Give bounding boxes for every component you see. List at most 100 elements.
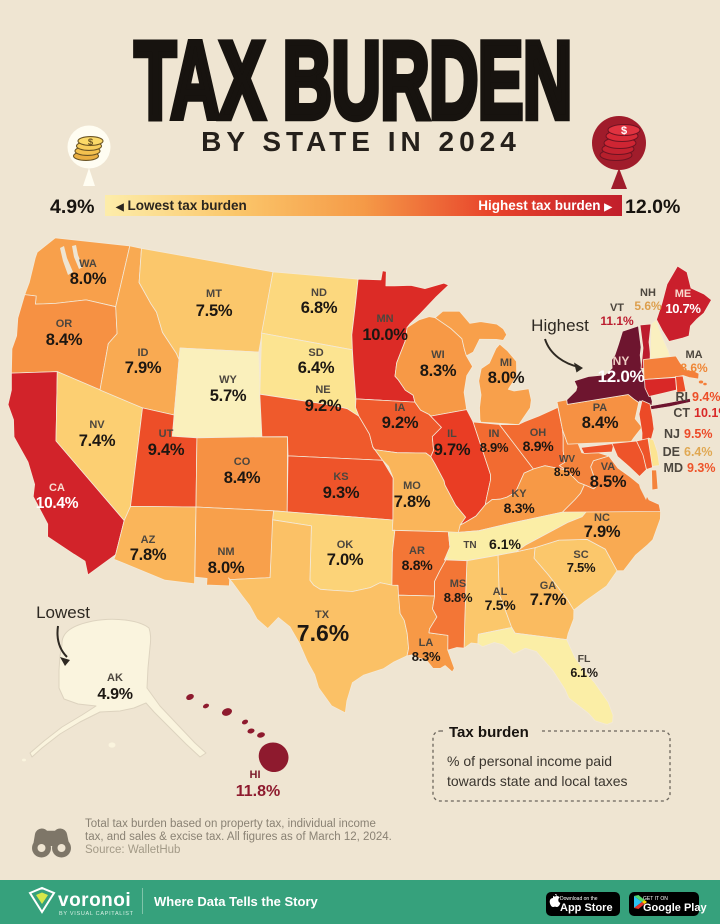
svg-text:Source: WalletHub: Source: WalletHub [85, 844, 180, 856]
svg-text:12.0%: 12.0% [598, 367, 645, 386]
svg-text:MT: MT [206, 288, 222, 300]
svg-text:MN: MN [376, 313, 393, 325]
svg-text:8.8%: 8.8% [444, 590, 473, 605]
svg-text:TAX BURDEN: TAX BURDEN [134, 20, 571, 142]
svg-text:◀ Lowest tax burden: ◀ Lowest tax burden [115, 198, 247, 213]
svg-text:LA: LA [419, 637, 434, 649]
svg-text:NH: NH [640, 287, 656, 299]
svg-text:OR: OR [56, 318, 73, 330]
svg-text:GET IT ON: GET IT ON [643, 896, 668, 902]
svg-text:7.8%: 7.8% [130, 546, 167, 564]
svg-text:4.9%: 4.9% [97, 686, 132, 703]
svg-text:NY: NY [613, 354, 630, 368]
svg-text:WV: WV [559, 454, 575, 465]
svg-text:CA: CA [49, 482, 65, 494]
svg-text:7.9%: 7.9% [584, 523, 621, 541]
svg-text:towards state and local taxes: towards state and local taxes [447, 773, 628, 789]
svg-text:9.2%: 9.2% [382, 414, 419, 432]
svg-text:Where Data Tells the Story: Where Data Tells the Story [154, 894, 319, 909]
svg-text:8.6%: 8.6% [680, 361, 708, 375]
svg-text:WA: WA [79, 258, 97, 270]
svg-text:CO: CO [234, 456, 251, 468]
svg-text:FL: FL [578, 653, 591, 665]
svg-text:8.9%: 8.9% [480, 440, 509, 455]
svg-text:8.3%: 8.3% [420, 362, 457, 380]
svg-text:6.1%: 6.1% [570, 666, 597, 680]
svg-text:AR: AR [409, 545, 425, 557]
svg-text:8.0%: 8.0% [208, 559, 245, 577]
svg-text:Google Play: Google Play [643, 902, 707, 914]
svg-text:11.8%: 11.8% [236, 783, 280, 800]
svg-text:NJ: NJ [664, 427, 680, 441]
svg-text:8.3%: 8.3% [504, 500, 536, 516]
svg-text:5.7%: 5.7% [210, 387, 247, 405]
svg-text:MO: MO [403, 480, 421, 492]
svg-text:WI: WI [431, 349, 444, 361]
svg-text:DE: DE [663, 445, 680, 459]
svg-text:8.5%: 8.5% [590, 473, 627, 491]
svg-text:9.3%: 9.3% [687, 461, 716, 475]
svg-text:NC: NC [594, 512, 610, 524]
svg-text:AL: AL [493, 586, 508, 598]
svg-text:7.0%: 7.0% [327, 551, 364, 569]
svg-text:OK: OK [337, 539, 354, 551]
svg-text:NM: NM [217, 546, 234, 558]
svg-text:PA: PA [593, 402, 608, 414]
svg-text:MA: MA [685, 349, 702, 361]
svg-text:IN: IN [489, 428, 500, 440]
svg-text:App Store: App Store [560, 902, 613, 914]
svg-text:IL: IL [447, 428, 457, 440]
svg-text:WY: WY [219, 374, 237, 386]
svg-text:9.3%: 9.3% [323, 484, 360, 502]
svg-text:6.8%: 6.8% [301, 299, 338, 317]
svg-text:8.4%: 8.4% [46, 331, 83, 349]
svg-text:tax, and sales & excise tax. A: tax, and sales & excise tax. All figures… [85, 831, 392, 843]
svg-text:7.7%: 7.7% [530, 591, 567, 609]
svg-text:Total tax burden based on prop: Total tax burden based on property tax, … [85, 818, 376, 830]
svg-text:7.9%: 7.9% [125, 359, 162, 377]
svg-text:6.1%: 6.1% [489, 536, 521, 552]
svg-text:7.8%: 7.8% [394, 493, 431, 511]
svg-text:7.6%: 7.6% [297, 620, 349, 646]
svg-text:HI: HI [250, 769, 261, 781]
svg-text:SD: SD [308, 347, 323, 359]
svg-text:BY STATE IN 2024: BY STATE IN 2024 [201, 126, 521, 157]
svg-text:ID: ID [138, 347, 149, 359]
svg-text:GA: GA [540, 580, 557, 592]
svg-text:TX: TX [315, 609, 330, 621]
svg-text:SC: SC [573, 549, 588, 561]
svg-text:voronoi: voronoi [58, 890, 131, 911]
svg-text:7.5%: 7.5% [485, 597, 517, 613]
svg-text:NE: NE [315, 384, 330, 396]
svg-text:BY VISUAL CAPITALIST: BY VISUAL CAPITALIST [59, 911, 134, 917]
svg-text:9.4%: 9.4% [692, 390, 720, 404]
svg-text:9.7%: 9.7% [434, 441, 471, 459]
svg-text:5.6%: 5.6% [634, 299, 662, 313]
svg-text:ME: ME [675, 288, 692, 300]
svg-text:12.0%: 12.0% [625, 196, 680, 218]
svg-text:7.5%: 7.5% [196, 302, 233, 320]
svg-text:7.4%: 7.4% [79, 432, 116, 450]
svg-text:Download on the: Download on the [560, 896, 598, 902]
svg-text:MI: MI [500, 357, 512, 369]
svg-text:9.4%: 9.4% [148, 441, 185, 459]
svg-text:Highest: Highest [531, 316, 589, 335]
svg-text:4.9%: 4.9% [50, 196, 94, 218]
svg-text:6.4%: 6.4% [684, 445, 713, 459]
svg-text:8.3%: 8.3% [412, 649, 441, 664]
svg-text:8.5%: 8.5% [554, 465, 581, 479]
svg-text:RI: RI [676, 390, 689, 404]
svg-text:9.2%: 9.2% [305, 397, 342, 415]
svg-text:11.1%: 11.1% [600, 314, 634, 328]
svg-text:8.0%: 8.0% [488, 369, 525, 387]
svg-text:8.9%: 8.9% [523, 438, 555, 454]
svg-text:8.4%: 8.4% [582, 414, 619, 432]
svg-text:TN: TN [463, 540, 476, 551]
svg-text:% of personal income paid: % of personal income paid [447, 753, 612, 769]
svg-text:UT: UT [159, 428, 174, 440]
svg-text:8.4%: 8.4% [224, 469, 261, 487]
svg-text:MD: MD [664, 461, 683, 475]
svg-text:IA: IA [395, 402, 406, 414]
svg-text:$: $ [621, 125, 627, 137]
svg-text:10.4%: 10.4% [36, 495, 79, 512]
